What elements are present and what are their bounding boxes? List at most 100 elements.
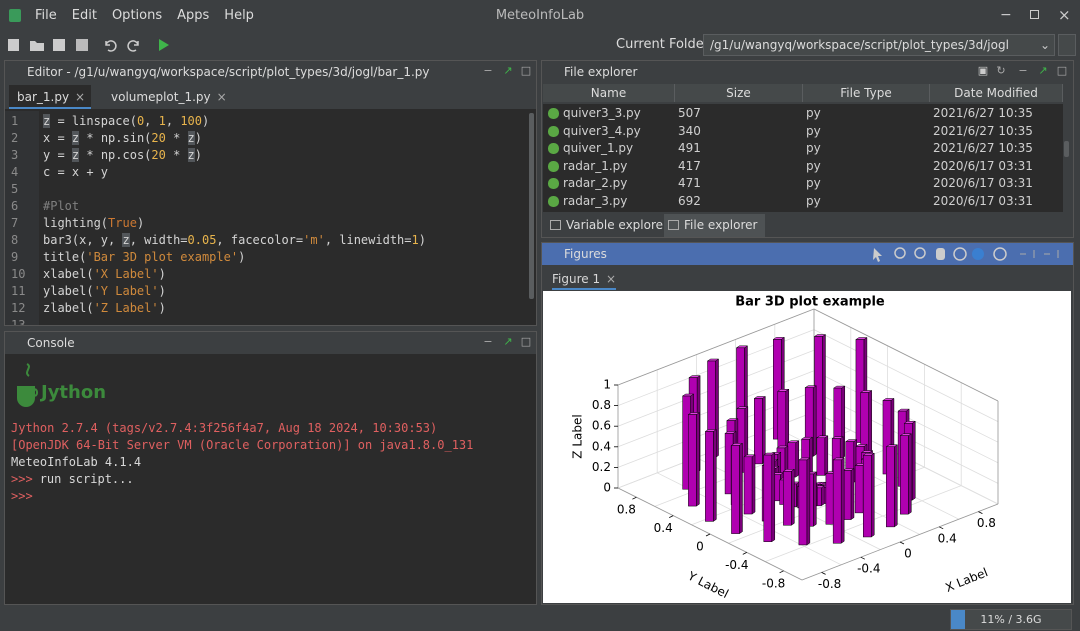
editor-tab[interactable]: volumeplot_1.py × — [103, 85, 233, 109]
bar-front — [688, 414, 697, 507]
close-button[interactable]: × — [1058, 6, 1071, 24]
console-text: Jython 2.7.4 (tags/v2.7.4:3f256f4a7, Aug… — [11, 421, 438, 435]
panel-maximize[interactable]: □ — [1056, 64, 1068, 77]
file-row[interactable]: radar_2.py 471 py 2020/6/17 03:31 — [543, 175, 1063, 192]
panel-minimize[interactable]: − — [483, 64, 493, 77]
panel-minimize[interactable]: − — [1018, 64, 1028, 77]
tab-close[interactable]: × — [75, 90, 86, 104]
explorer-tab[interactable]: File explorer — [664, 214, 766, 237]
code-line: z = linspace(0, 1, 100) — [43, 114, 210, 128]
code-line: c = x + y — [43, 165, 109, 179]
save-button[interactable] — [53, 39, 65, 51]
menu-item[interactable]: Apps — [177, 8, 210, 23]
new-button[interactable] — [8, 39, 19, 51]
menu-item[interactable]: File — [35, 8, 57, 23]
code-line: #Plot — [43, 199, 80, 213]
select-tool[interactable] — [873, 248, 882, 262]
panel-minimize[interactable]: − — [483, 335, 493, 348]
line-number: 8 — [11, 233, 19, 247]
memory-indicator[interactable]: 11% / 3.6G — [950, 609, 1072, 630]
console-output[interactable]: Jython 2.7.4 (tags/v2.7.4:3f256f4a7, Aug… — [11, 420, 531, 505]
tab-close[interactable]: × — [216, 90, 227, 104]
panel-undock[interactable]: ↗ — [503, 64, 513, 77]
refresh-button[interactable]: ↻ — [996, 64, 1006, 77]
panel-maximize[interactable]: □ — [520, 64, 532, 77]
file-cell: 2021/6/27 10:35 — [933, 123, 1033, 138]
zoom-in-tool[interactable] — [894, 247, 906, 259]
file-cell: py — [806, 106, 821, 120]
z-tick-label: 0 — [603, 481, 611, 495]
file-row[interactable]: radar_1.py 417 py 2020/6/17 03:31 — [543, 158, 1063, 175]
panel-maximize[interactable]: □ — [520, 335, 532, 348]
title-bar: File Edit Options Apps Help MeteoInfoLab − × — [0, 0, 1080, 32]
redo-button[interactable] — [127, 40, 139, 52]
panel-controls[interactable] — [1020, 250, 1059, 258]
panel-undock[interactable]: ↗ — [1038, 64, 1048, 77]
column-header[interactable]: File Type — [803, 84, 930, 102]
scrollbar[interactable] — [1064, 141, 1069, 157]
x-tick — [939, 526, 944, 530]
folder-combo[interactable]: /g1/u/wangyq/workspace/script/plot_types… — [703, 34, 1055, 56]
file-row[interactable]: quiver3_3.py 507 py 2021/6/27 10:35 — [543, 105, 1063, 122]
bar-side — [824, 435, 829, 476]
bar-front — [763, 454, 773, 542]
console-prompt: >>> — [11, 489, 33, 503]
combo-arrow[interactable]: ⌄ — [1039, 38, 1051, 52]
pan-tool[interactable] — [936, 248, 945, 260]
zoom-out-tool[interactable] — [914, 247, 926, 259]
column-header[interactable]: Date Modified — [930, 84, 1063, 102]
x-tick-label: -0.4 — [857, 562, 880, 576]
file-cell: 491 — [678, 141, 701, 156]
menu-item[interactable]: Options — [111, 8, 163, 23]
code-line: bar3(x, y, z, width=0.05, facecolor='m',… — [43, 233, 426, 247]
tab-label: Figure 1 — [552, 272, 601, 286]
tab-close[interactable]: × — [606, 272, 617, 286]
bar-front — [816, 437, 826, 476]
editor-tab[interactable]: bar_1.py × — [9, 85, 92, 109]
bar-side — [908, 433, 912, 515]
maximize-button[interactable] — [1030, 10, 1039, 19]
tab-label: Variable explorer — [566, 218, 668, 232]
panel-undock[interactable]: ↗ — [503, 335, 513, 348]
z-tick-label: 0.4 — [592, 439, 611, 453]
y-tick-label: -0.4 — [725, 558, 748, 572]
explorer-tab[interactable]: Variable explorer — [546, 214, 676, 237]
bar-side — [813, 471, 817, 527]
menu-item[interactable]: Help — [224, 8, 254, 23]
bar-front — [825, 473, 835, 525]
code-line: zlabel('Z Label') — [43, 301, 166, 315]
menu-item[interactable]: Edit — [71, 8, 97, 23]
folder-button[interactable]: ▣ — [977, 64, 989, 77]
bar-side — [820, 485, 825, 507]
x-tick-label: -0.8 — [818, 577, 841, 591]
column-header[interactable]: Name — [543, 84, 675, 102]
console-line: >>> run script... — [11, 471, 531, 488]
scrollbar[interactable] — [529, 113, 534, 299]
console-line: Jython 2.7.4 (tags/v2.7.4:3f256f4a7, Aug… — [11, 420, 531, 437]
undo-button[interactable] — [105, 40, 117, 52]
browse-button[interactable] — [1058, 34, 1076, 56]
column-header[interactable]: Size — [675, 84, 803, 102]
file-row[interactable]: quiver_1.py 491 py 2021/6/27 10:35 — [543, 140, 1063, 157]
menu-bar: File Edit Options Apps Help — [35, 8, 254, 23]
line-number: 5 — [11, 182, 19, 196]
figure-tab[interactable]: Figure 1 × — [552, 268, 617, 290]
console-text: MeteoInfoLab 4.1.4 — [11, 455, 142, 469]
bar-front — [900, 435, 909, 515]
file-cell: radar_3.py — [563, 194, 628, 208]
open-button[interactable] — [30, 41, 44, 51]
code-area[interactable]: z = linspace(0, 1, 100) x = z * np.sin(20… — [43, 111, 527, 325]
file-row[interactable]: radar_3.py 692 py 2020/6/17 03:31 — [543, 193, 1063, 210]
file-row[interactable]: quiver3_4.py 340 py 2021/6/27 10:35 — [543, 123, 1063, 140]
save-as-button[interactable] — [76, 39, 88, 51]
file-cell: 692 — [678, 194, 701, 208]
info-tool[interactable] — [993, 247, 1007, 261]
code-line: y = z * np.cos(20 * z) — [43, 148, 202, 162]
map-tool[interactable] — [972, 248, 984, 260]
z-axis-label: Z Label — [571, 414, 585, 458]
file-cell: 507 — [678, 106, 701, 120]
minimize-button[interactable]: − — [1000, 7, 1012, 23]
line-number: 7 — [11, 216, 19, 230]
rotate-tool[interactable] — [953, 247, 967, 261]
run-button[interactable] — [159, 39, 169, 51]
